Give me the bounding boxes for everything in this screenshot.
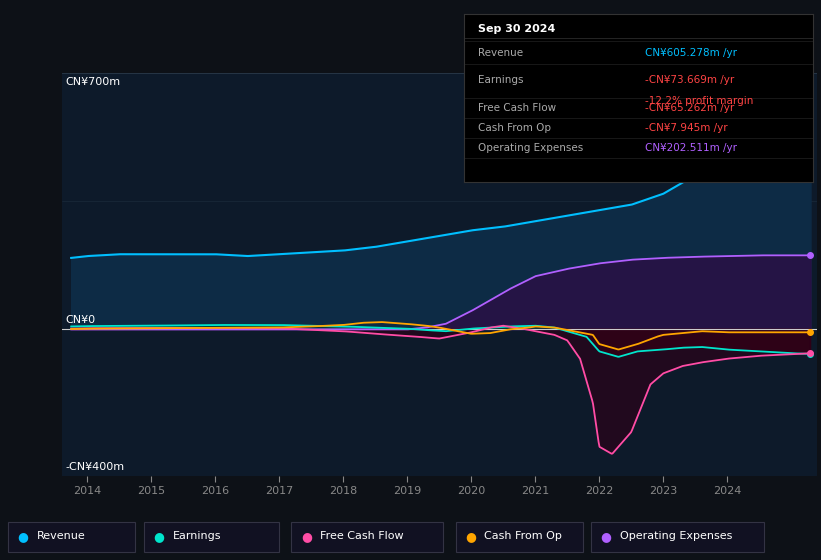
Text: ●: ● — [17, 530, 29, 543]
Text: Operating Expenses: Operating Expenses — [478, 143, 583, 153]
Text: Free Cash Flow: Free Cash Flow — [478, 103, 556, 113]
Text: Earnings: Earnings — [478, 74, 523, 85]
Text: ●: ● — [153, 530, 164, 543]
Text: Revenue: Revenue — [478, 48, 523, 58]
Text: CN¥605.278m /yr: CN¥605.278m /yr — [645, 48, 737, 58]
Text: Free Cash Flow: Free Cash Flow — [320, 531, 404, 542]
Text: -CN¥400m: -CN¥400m — [66, 462, 125, 472]
Text: Cash From Op: Cash From Op — [484, 531, 562, 542]
Text: CN¥202.511m /yr: CN¥202.511m /yr — [645, 143, 737, 153]
Text: CN¥0: CN¥0 — [66, 315, 95, 325]
Text: Revenue: Revenue — [37, 531, 85, 542]
Text: CN¥700m: CN¥700m — [66, 77, 121, 87]
Text: ●: ● — [465, 530, 476, 543]
Text: Cash From Op: Cash From Op — [478, 123, 551, 133]
Text: Earnings: Earnings — [172, 531, 221, 542]
Text: ●: ● — [300, 530, 312, 543]
Text: -CN¥7.945m /yr: -CN¥7.945m /yr — [645, 123, 728, 133]
Text: Sep 30 2024: Sep 30 2024 — [478, 24, 555, 34]
Text: Operating Expenses: Operating Expenses — [620, 531, 732, 542]
Text: -12.2% profit margin: -12.2% profit margin — [645, 96, 754, 106]
Text: -CN¥65.262m /yr: -CN¥65.262m /yr — [645, 103, 735, 113]
Text: -CN¥73.669m /yr: -CN¥73.669m /yr — [645, 74, 735, 85]
Text: ●: ● — [600, 530, 612, 543]
